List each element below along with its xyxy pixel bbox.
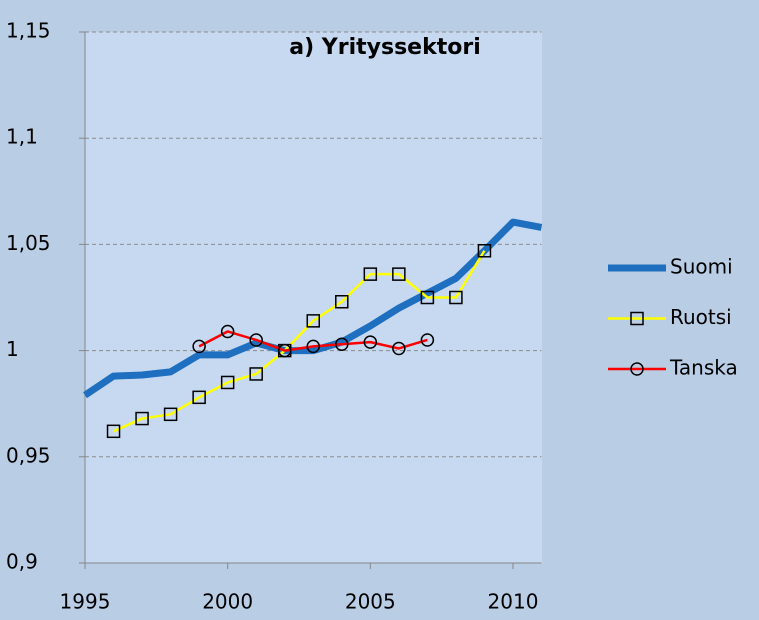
point	[249, 367, 263, 381]
y-tick-label: 1,15	[6, 19, 51, 43]
y-tick-label: 0,9	[6, 550, 38, 574]
x-tick-label: 2010	[488, 590, 539, 614]
y-tick-label: 1,05	[6, 231, 51, 255]
point	[363, 267, 378, 281]
point	[306, 314, 320, 328]
point	[363, 335, 378, 349]
point	[392, 341, 406, 356]
point	[449, 290, 463, 305]
y-tick-label: 1,1	[6, 125, 38, 149]
point	[335, 337, 349, 351]
point	[192, 339, 206, 354]
point	[335, 294, 349, 309]
point	[192, 390, 206, 405]
point	[420, 290, 435, 305]
y-tick-label: 1	[6, 337, 19, 361]
y-tick-label: 0,95	[6, 443, 51, 467]
legend-label: Ruotsi	[670, 305, 732, 329]
point	[306, 339, 320, 354]
series-line	[83, 218, 543, 399]
x-tick-label: 2005	[345, 590, 396, 614]
series-line	[113, 250, 486, 433]
legend-marker	[630, 311, 644, 326]
series-line	[198, 330, 428, 352]
x-tick-label: 1995	[60, 590, 111, 614]
point	[420, 333, 435, 347]
point	[106, 424, 121, 439]
x-tick-label: 2000	[202, 590, 253, 614]
point	[249, 333, 263, 347]
legend-marker	[630, 362, 644, 376]
plot-area	[85, 32, 542, 563]
point	[220, 324, 235, 339]
point	[392, 267, 406, 281]
chart-title: a) Yrityssektori	[289, 35, 481, 60]
point	[220, 375, 235, 390]
legend-label: Suomi	[670, 255, 733, 279]
point	[477, 244, 492, 258]
point	[135, 411, 149, 426]
legend-label: Tanska	[669, 356, 738, 380]
point	[163, 407, 178, 422]
point	[277, 343, 292, 358]
